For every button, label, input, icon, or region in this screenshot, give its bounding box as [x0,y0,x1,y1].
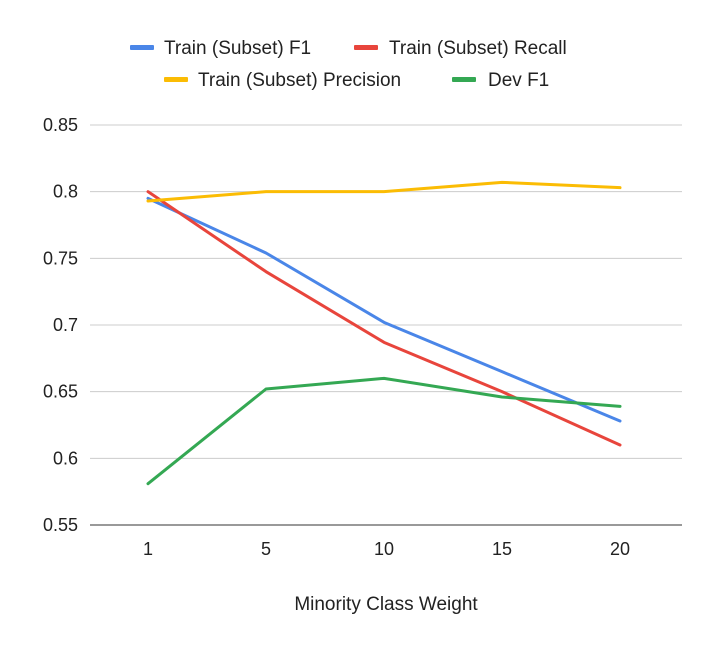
x-axis-title: Minority Class Weight [294,594,478,615]
x-axis-ticks: 1 5 10 15 20 [143,539,630,559]
legend-label: Train (Subset) F1 [164,38,311,59]
x-tick-label: 10 [374,539,394,559]
series-line-1 [146,196,622,423]
y-tick-label: 0.8 [53,182,78,202]
legend-swatch [130,45,154,50]
y-tick-label: 0.7 [53,315,78,335]
x-tick-label: 5 [261,539,271,559]
y-tick-label: 0.6 [53,448,78,468]
x-tick-label: 1 [143,539,153,559]
legend-swatch [164,77,188,82]
series-line-4 [146,376,622,486]
y-tick-label: 0.55 [43,515,78,535]
y-tick-label: 0.85 [43,115,78,135]
legend-swatch [452,77,476,82]
x-tick-label: 20 [610,539,630,559]
legend-label: Dev F1 [488,70,549,91]
x-tick-label: 15 [492,539,512,559]
legend-label: Train (Subset) Recall [389,38,567,59]
legend-swatch [354,45,378,50]
y-axis-ticks: 0.55 0.6 0.65 0.7 0.75 0.8 0.85 [43,115,78,535]
legend-label: Train (Subset) Precision [198,70,401,91]
series-line-2 [146,190,622,447]
y-tick-label: 0.75 [43,248,78,268]
series-line-3 [146,180,622,203]
y-tick-label: 0.65 [43,382,78,402]
legend: Train (Subset) F1 Train (Subset) Recall Tr… [130,38,567,91]
series-lines [146,180,622,486]
